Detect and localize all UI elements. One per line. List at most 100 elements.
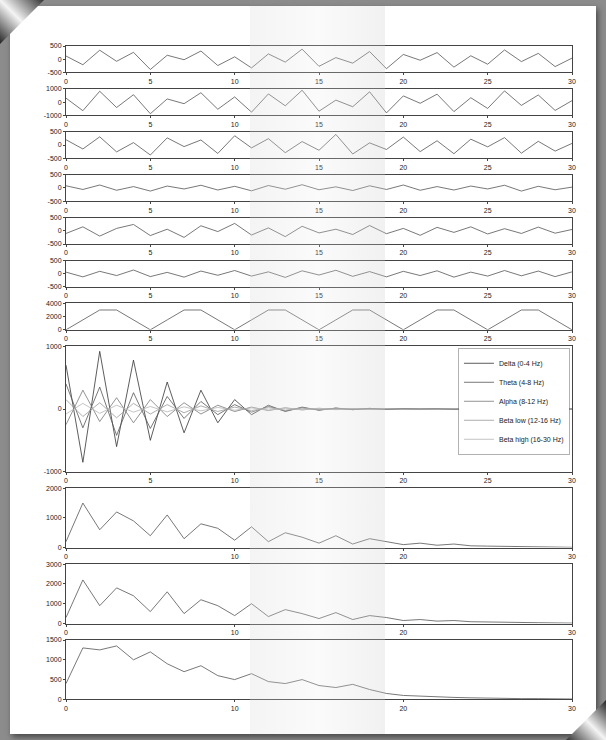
svg-text:5: 5 bbox=[148, 477, 152, 484]
svg-text:10: 10 bbox=[231, 553, 239, 560]
svg-text:15: 15 bbox=[315, 335, 323, 342]
svg-text:25: 25 bbox=[484, 164, 492, 171]
svg-text:25: 25 bbox=[484, 292, 492, 299]
svg-text:500: 500 bbox=[50, 128, 62, 135]
svg-text:Beta low (12-16 Hz): Beta low (12-16 Hz) bbox=[499, 417, 561, 425]
svg-text:1000: 1000 bbox=[46, 85, 62, 92]
svg-text:10: 10 bbox=[231, 207, 239, 214]
svg-text:10: 10 bbox=[231, 164, 239, 171]
svg-text:15: 15 bbox=[315, 477, 323, 484]
svg-text:1000: 1000 bbox=[46, 600, 62, 607]
svg-text:30: 30 bbox=[568, 705, 576, 712]
svg-text:Delta (0-4 Hz): Delta (0-4 Hz) bbox=[499, 360, 543, 368]
svg-text:0: 0 bbox=[64, 629, 68, 636]
svg-text:25: 25 bbox=[484, 78, 492, 85]
svg-text:1000: 1000 bbox=[46, 514, 62, 521]
svg-text:15: 15 bbox=[315, 78, 323, 85]
svg-text:25: 25 bbox=[484, 335, 492, 342]
svg-text:5: 5 bbox=[148, 78, 152, 85]
svg-text:25: 25 bbox=[484, 207, 492, 214]
svg-text:500: 500 bbox=[50, 214, 62, 221]
svg-text:15: 15 bbox=[315, 207, 323, 214]
svg-text:3000: 3000 bbox=[46, 561, 62, 568]
svg-text:-500: -500 bbox=[48, 240, 62, 247]
svg-text:500: 500 bbox=[50, 257, 62, 264]
svg-text:30: 30 bbox=[568, 477, 576, 484]
svg-text:0: 0 bbox=[64, 477, 68, 484]
svg-text:30: 30 bbox=[568, 78, 576, 85]
svg-text:0: 0 bbox=[58, 620, 62, 627]
svg-text:0: 0 bbox=[64, 705, 68, 712]
svg-text:5: 5 bbox=[148, 335, 152, 342]
svg-text:-500: -500 bbox=[48, 198, 62, 205]
svg-text:20: 20 bbox=[399, 292, 407, 299]
svg-text:0: 0 bbox=[64, 121, 68, 128]
svg-text:Beta high (16-30 Hz): Beta high (16-30 Hz) bbox=[499, 436, 564, 444]
svg-text:2000: 2000 bbox=[46, 485, 62, 492]
svg-text:25: 25 bbox=[484, 477, 492, 484]
svg-text:0: 0 bbox=[58, 405, 62, 412]
svg-text:1000: 1000 bbox=[46, 343, 62, 350]
svg-text:15: 15 bbox=[315, 249, 323, 256]
svg-text:20: 20 bbox=[399, 207, 407, 214]
svg-text:20: 20 bbox=[399, 553, 407, 560]
svg-text:1500: 1500 bbox=[46, 636, 62, 643]
svg-text:30: 30 bbox=[568, 249, 576, 256]
svg-text:10: 10 bbox=[231, 121, 239, 128]
svg-text:15: 15 bbox=[315, 164, 323, 171]
svg-text:0: 0 bbox=[58, 544, 62, 551]
svg-text:30: 30 bbox=[568, 629, 576, 636]
svg-text:10: 10 bbox=[231, 477, 239, 484]
svg-text:20: 20 bbox=[399, 705, 407, 712]
svg-text:30: 30 bbox=[568, 121, 576, 128]
svg-text:1000: 1000 bbox=[46, 656, 62, 663]
svg-text:20: 20 bbox=[399, 249, 407, 256]
svg-text:4000: 4000 bbox=[46, 300, 62, 307]
svg-text:20: 20 bbox=[399, 629, 407, 636]
svg-text:2000: 2000 bbox=[46, 313, 62, 320]
svg-text:0: 0 bbox=[58, 184, 62, 191]
svg-text:0: 0 bbox=[64, 553, 68, 560]
svg-text:10: 10 bbox=[231, 292, 239, 299]
svg-text:25: 25 bbox=[484, 121, 492, 128]
svg-text:5: 5 bbox=[148, 121, 152, 128]
svg-text:2000: 2000 bbox=[46, 580, 62, 587]
svg-text:10: 10 bbox=[231, 705, 239, 712]
svg-text:0: 0 bbox=[64, 249, 68, 256]
svg-text:5: 5 bbox=[148, 292, 152, 299]
svg-text:30: 30 bbox=[568, 553, 576, 560]
svg-text:30: 30 bbox=[568, 335, 576, 342]
svg-text:30: 30 bbox=[568, 207, 576, 214]
svg-text:30: 30 bbox=[568, 164, 576, 171]
svg-text:0: 0 bbox=[58, 141, 62, 148]
svg-text:0: 0 bbox=[64, 335, 68, 342]
svg-text:0: 0 bbox=[58, 270, 62, 277]
svg-text:0: 0 bbox=[64, 78, 68, 85]
svg-text:-500: -500 bbox=[48, 155, 62, 162]
svg-text:20: 20 bbox=[399, 477, 407, 484]
svg-text:20: 20 bbox=[399, 335, 407, 342]
svg-text:-1000: -1000 bbox=[44, 468, 62, 475]
svg-text:-1000: -1000 bbox=[44, 112, 62, 119]
svg-text:Alpha (8-12 Hz): Alpha (8-12 Hz) bbox=[499, 398, 548, 406]
svg-text:5: 5 bbox=[148, 249, 152, 256]
svg-text:500: 500 bbox=[50, 42, 62, 49]
svg-text:20: 20 bbox=[399, 164, 407, 171]
svg-text:15: 15 bbox=[315, 292, 323, 299]
svg-text:0: 0 bbox=[58, 56, 62, 63]
svg-text:30: 30 bbox=[568, 292, 576, 299]
svg-text:0: 0 bbox=[58, 227, 62, 234]
svg-text:0: 0 bbox=[58, 99, 62, 106]
svg-text:0: 0 bbox=[64, 292, 68, 299]
svg-text:10: 10 bbox=[231, 78, 239, 85]
svg-text:0: 0 bbox=[58, 326, 62, 333]
svg-text:10: 10 bbox=[231, 335, 239, 342]
svg-text:0: 0 bbox=[64, 207, 68, 214]
svg-text:500: 500 bbox=[50, 171, 62, 178]
svg-text:20: 20 bbox=[399, 121, 407, 128]
svg-text:25: 25 bbox=[484, 249, 492, 256]
svg-text:15: 15 bbox=[315, 121, 323, 128]
svg-text:20: 20 bbox=[399, 78, 407, 85]
svg-text:10: 10 bbox=[231, 249, 239, 256]
svg-text:-500: -500 bbox=[48, 283, 62, 290]
